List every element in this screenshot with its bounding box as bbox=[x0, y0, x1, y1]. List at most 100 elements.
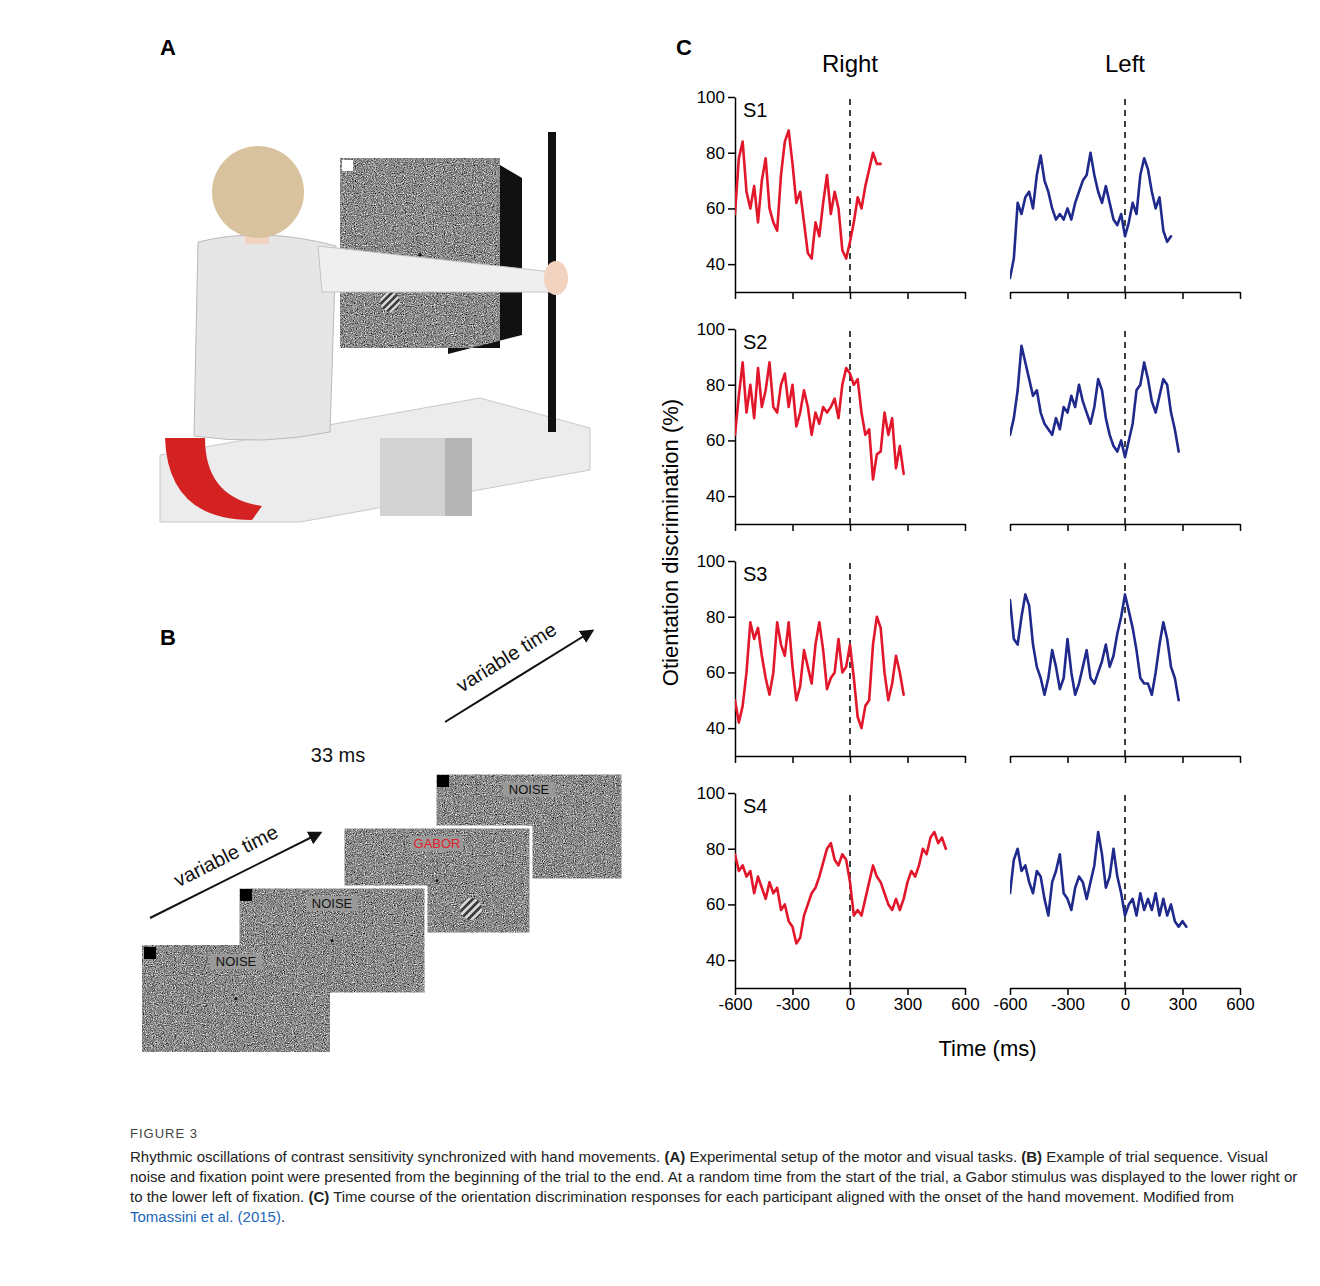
y-tick-label: 40 bbox=[706, 951, 725, 970]
chart-title: S4 bbox=[743, 795, 767, 817]
torso bbox=[194, 235, 336, 440]
y-tick-label: 80 bbox=[706, 840, 725, 859]
y-tick-mark bbox=[728, 728, 735, 730]
x-tick bbox=[965, 292, 966, 299]
gabor-stripe bbox=[387, 299, 407, 319]
data-line bbox=[1010, 594, 1179, 700]
caption-segment: (A) bbox=[664, 1148, 685, 1165]
x-tick bbox=[965, 524, 966, 531]
plot-area bbox=[735, 97, 881, 292]
screen-text: NOISE bbox=[509, 782, 550, 797]
x-tick: -600 bbox=[993, 988, 1027, 1014]
gabor-stripe bbox=[384, 296, 404, 316]
data-line bbox=[735, 130, 881, 258]
y-axis: 406080100 bbox=[697, 552, 736, 757]
x-axis: -600-3000300600 bbox=[993, 988, 1254, 1014]
chart-panel: -600-3000300600406080100S4 bbox=[697, 784, 980, 1014]
x-tick bbox=[1125, 292, 1126, 299]
x-axis bbox=[736, 524, 966, 531]
caption: FIGURE 3 Rhythmic oscillations of contra… bbox=[130, 1126, 1300, 1227]
y-tick-label: 40 bbox=[706, 719, 725, 738]
x-tick bbox=[1240, 756, 1241, 763]
plot-area bbox=[735, 329, 904, 524]
y-tick: 40 bbox=[706, 255, 735, 274]
interval-label: 33 ms bbox=[311, 744, 365, 766]
y-tick-mark bbox=[728, 672, 735, 674]
reference-line bbox=[1124, 561, 1126, 756]
plot-area bbox=[1010, 329, 1179, 524]
plot-area bbox=[1010, 97, 1171, 292]
y-tick-label: 60 bbox=[706, 663, 725, 682]
x-tick-mark bbox=[965, 524, 967, 531]
fixation-point bbox=[436, 879, 439, 882]
chart-panel: 406080100S3 bbox=[697, 552, 966, 763]
x-tick-mark bbox=[1125, 988, 1127, 995]
x-tick-mark bbox=[735, 524, 737, 531]
x-tick-mark bbox=[1010, 988, 1012, 995]
reference-line bbox=[1124, 793, 1126, 988]
x-tick-mark bbox=[735, 292, 737, 299]
column-header: Right bbox=[822, 50, 878, 77]
x-tick-mark bbox=[735, 756, 737, 763]
x-tick-mark bbox=[792, 988, 794, 995]
y-tick-label: 100 bbox=[697, 784, 725, 803]
x-tick: 0 bbox=[1121, 988, 1130, 1014]
x-tick-mark bbox=[850, 524, 852, 531]
x-tick-mark bbox=[1182, 756, 1184, 763]
panel-letter: B bbox=[160, 625, 176, 650]
y-axis: 406080100 bbox=[697, 88, 736, 293]
x-tick-label: 600 bbox=[951, 995, 979, 1014]
y-tick-mark bbox=[728, 496, 735, 498]
x-axis-title: Time (ms) bbox=[938, 1036, 1036, 1061]
x-tick-mark bbox=[1010, 756, 1012, 763]
y-tick: 60 bbox=[706, 431, 735, 450]
y-tick-mark bbox=[728, 97, 735, 99]
y-tick-mark bbox=[728, 960, 735, 962]
x-tick-label: 300 bbox=[894, 995, 922, 1014]
gabor-stripe bbox=[466, 904, 488, 926]
x-tick bbox=[1010, 292, 1011, 299]
x-tick bbox=[793, 756, 794, 763]
x-tick-mark bbox=[965, 988, 967, 995]
x-tick bbox=[1240, 292, 1241, 299]
caption-segment: (B) bbox=[1021, 1148, 1042, 1165]
figure-label: FIGURE 3 bbox=[130, 1126, 1300, 1141]
y-tick-mark bbox=[728, 264, 735, 266]
y-axis-line bbox=[735, 562, 737, 757]
reference-line bbox=[849, 329, 851, 524]
monitor-side bbox=[448, 165, 522, 354]
y-tick: 60 bbox=[706, 663, 735, 682]
x-tick-mark bbox=[1067, 756, 1069, 763]
x-tick bbox=[1125, 756, 1126, 763]
y-tick: 80 bbox=[706, 376, 735, 395]
head bbox=[212, 146, 304, 238]
x-tick-mark bbox=[907, 988, 909, 995]
gabor-stripe bbox=[385, 297, 405, 317]
screen-text: NOISE bbox=[312, 896, 353, 911]
x-tick-label: -300 bbox=[776, 995, 810, 1014]
chart-title: S1 bbox=[743, 99, 767, 121]
x-tick: 300 bbox=[1169, 988, 1197, 1014]
y-tick: 40 bbox=[706, 487, 735, 506]
chart-panel bbox=[1010, 97, 1241, 299]
screen-base bbox=[142, 945, 330, 1052]
y-tick: 100 bbox=[697, 320, 735, 339]
setup-illustration bbox=[160, 132, 590, 522]
y-axis: 406080100 bbox=[697, 784, 736, 989]
x-tick bbox=[965, 756, 966, 763]
corner-square bbox=[437, 775, 449, 787]
x-tick-mark bbox=[1067, 988, 1069, 995]
reference-line bbox=[849, 97, 851, 292]
monitor-stand-side bbox=[445, 438, 472, 516]
x-tick bbox=[850, 756, 851, 763]
x-tick-mark bbox=[1240, 756, 1242, 763]
x-tick bbox=[908, 292, 909, 299]
y-tick-mark bbox=[728, 208, 735, 210]
fixation-point bbox=[331, 939, 334, 942]
x-tick-mark bbox=[792, 524, 794, 531]
x-tick: 0 bbox=[846, 988, 855, 1014]
y-tick: 40 bbox=[706, 951, 735, 970]
chart-panel: 406080100 S1 bbox=[697, 88, 966, 299]
y-tick-label: 80 bbox=[706, 376, 725, 395]
x-tick-mark bbox=[850, 988, 852, 995]
